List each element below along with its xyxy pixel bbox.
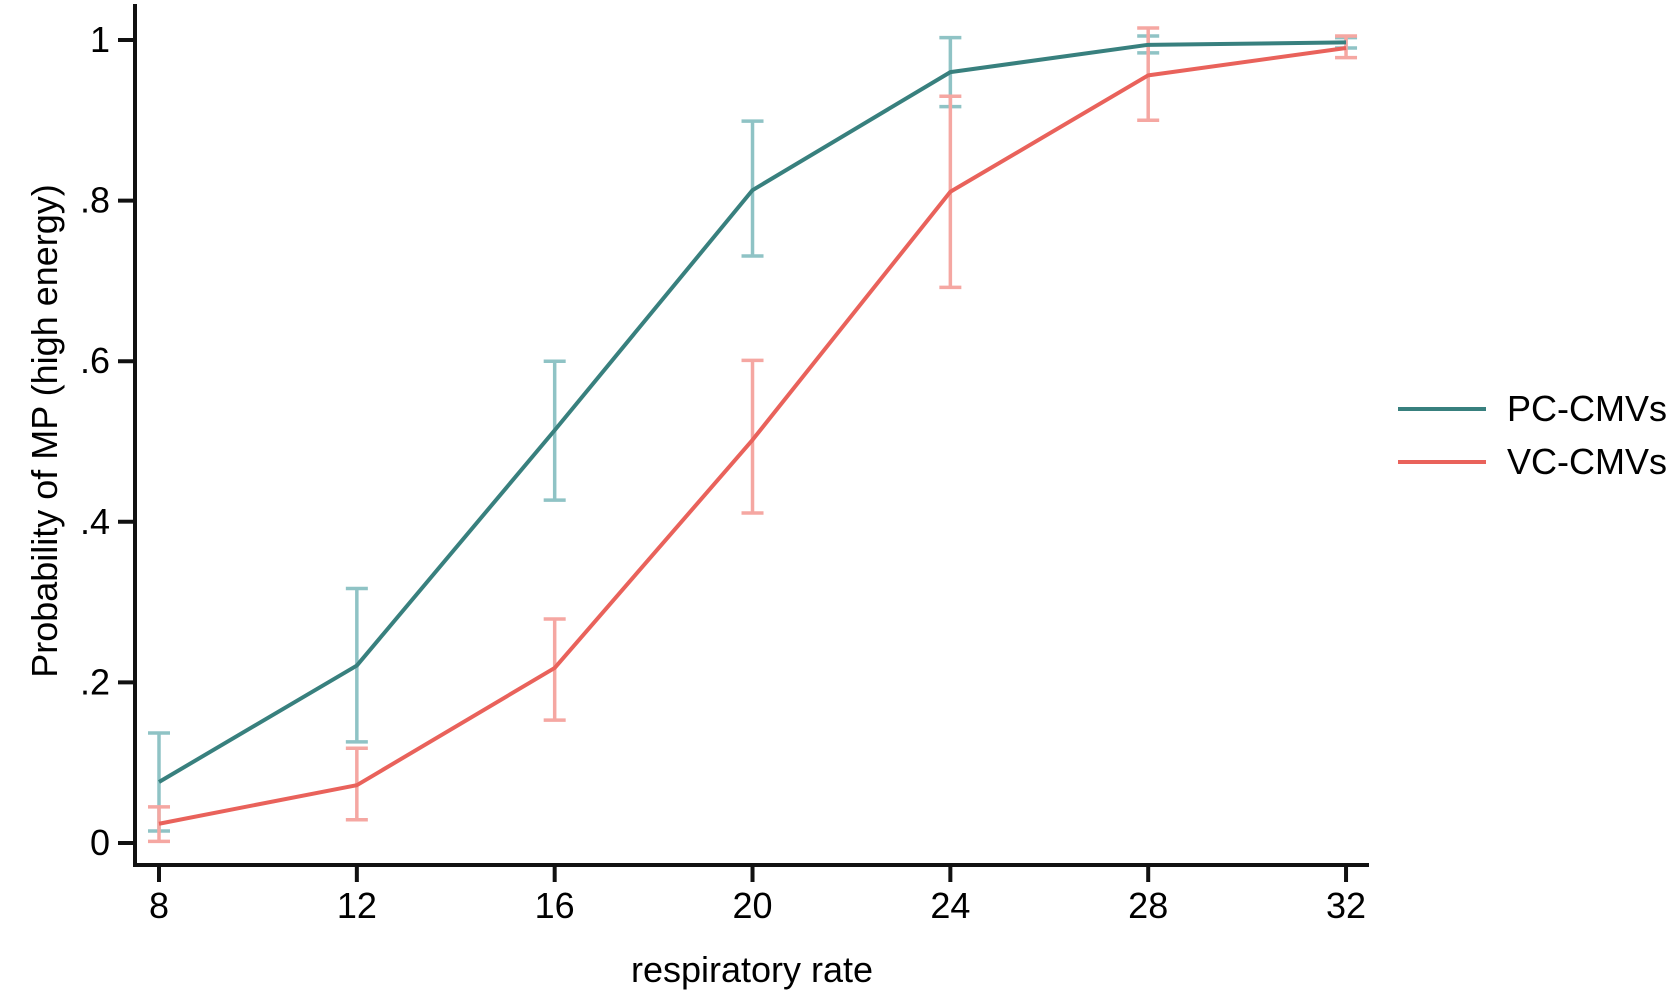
legend-line-swatch-vc-cmvs bbox=[1398, 459, 1486, 464]
legend-entry-pc-cmvs: PC-CMVs bbox=[1398, 388, 1667, 429]
legend-label-vc-cmvs: VC-CMVs bbox=[1507, 440, 1667, 482]
y-tick-label: .8 bbox=[80, 180, 110, 221]
x-tick-label: 24 bbox=[930, 885, 970, 926]
series-line-vc-cmvs bbox=[158, 46, 1347, 826]
y-tick-label: .6 bbox=[80, 340, 110, 381]
legend-entry-vc-cmvs: VC-CMVs bbox=[1398, 441, 1667, 482]
y-tick-label: .4 bbox=[80, 501, 110, 542]
legend: PC-CMVs VC-CMVs bbox=[1398, 388, 1667, 482]
legend-line-swatch-pc-cmvs bbox=[1398, 406, 1486, 411]
x-tick-label: 16 bbox=[535, 885, 575, 926]
x-tick-label: 28 bbox=[1128, 885, 1168, 926]
legend-label-pc-cmvs: PC-CMVs bbox=[1507, 387, 1667, 429]
y-tick-label: 0 bbox=[90, 822, 110, 863]
y-tick-label: 1 bbox=[90, 19, 110, 60]
x-tick-label: 8 bbox=[149, 885, 169, 926]
x-axis-title: respiratory rate bbox=[630, 949, 874, 990]
x-tick-label: 20 bbox=[732, 885, 772, 926]
x-tick-label: 12 bbox=[337, 885, 377, 926]
y-axis-title: Probability of MP (high energy) bbox=[24, 184, 65, 678]
y-tick-label: .2 bbox=[80, 661, 110, 702]
x-tick-label: 32 bbox=[1326, 885, 1366, 926]
series-line-pc-cmvs bbox=[157, 40, 1347, 784]
